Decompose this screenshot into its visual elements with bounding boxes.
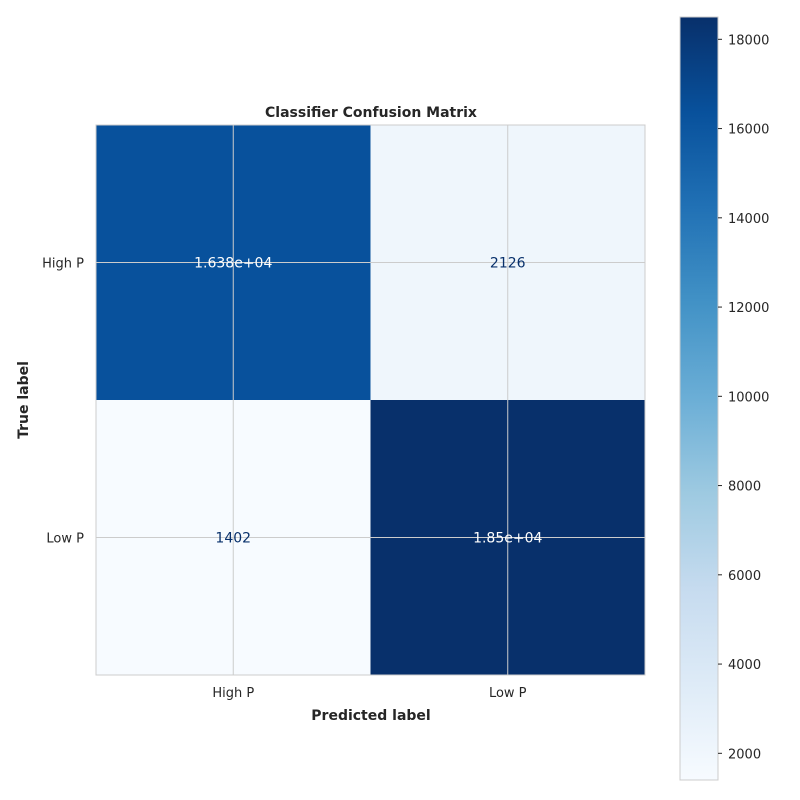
plot-frame [95, 124, 646, 676]
chart-title: Classifier Confusion Matrix [265, 105, 477, 121]
matrix-cells [96, 125, 645, 675]
colorbar-ticks: 2000 4000 6000 8000 10000 12000 14000 16000 1800… [718, 33, 769, 762]
cell-value-label: 2126 [490, 256, 526, 272]
colorbar-tick-label: 8000 [728, 480, 761, 495]
cell-value-label: 1402 [215, 531, 251, 547]
colorbar-tick-label: 16000 [728, 123, 769, 138]
x-axis-label: Predicted label [311, 708, 430, 724]
colorbar [679, 16, 719, 781]
y-axis-label: True label [16, 361, 32, 439]
grid-lines [96, 125, 645, 675]
colorbar-tick-label: 18000 [728, 33, 769, 48]
cell-value-label: 1.638e+04 [194, 256, 272, 272]
x-tick-label: High P [212, 686, 254, 701]
colorbar-tick-label: 4000 [728, 658, 761, 673]
y-tick-label: Low P [46, 532, 84, 547]
colorbar-tick-label: 12000 [728, 301, 769, 316]
cell-value-label: 1.85e+04 [473, 531, 542, 547]
colorbar-tick-label: 10000 [728, 390, 769, 405]
y-tick-labels: High P Low P [42, 257, 84, 547]
colorbar-tick-label: 2000 [728, 747, 761, 762]
colorbar-tick-label: 14000 [728, 212, 769, 227]
x-tick-labels: High P Low P [212, 686, 526, 701]
x-tick-label: Low P [489, 686, 527, 701]
cell-value-labels: 1.638e+04 2126 1402 1.85e+04 [194, 256, 542, 547]
y-tick-label: High P [42, 257, 84, 272]
colorbar-tick-label: 6000 [728, 569, 761, 584]
